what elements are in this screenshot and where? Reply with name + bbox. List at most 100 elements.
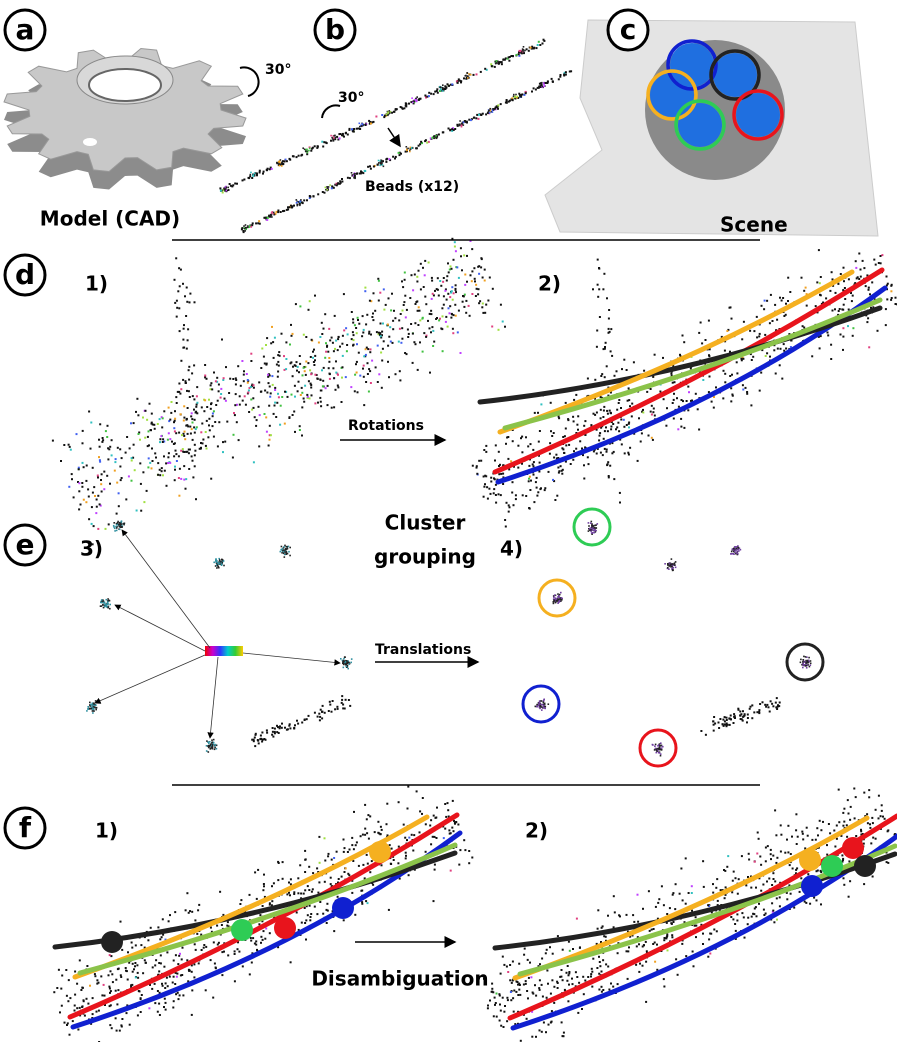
- cloud-point: [283, 551, 285, 553]
- cloud-point: [347, 668, 349, 670]
- cloud-point: [310, 387, 312, 389]
- cloud-point: [218, 567, 220, 569]
- cloud-point: [208, 418, 210, 420]
- cloud-point: [620, 419, 622, 421]
- cloud-point: [92, 1013, 94, 1015]
- cloud-point: [88, 496, 90, 498]
- cloud-point: [806, 656, 808, 658]
- cloud-point: [314, 374, 316, 376]
- cloud-point: [506, 502, 508, 504]
- cloud-point: [454, 246, 456, 248]
- cloud-point: [186, 419, 188, 421]
- cloud-point: [131, 947, 133, 949]
- cloud-point: [294, 724, 296, 726]
- cloud-point: [67, 1000, 69, 1002]
- cloud-point: [610, 350, 612, 352]
- cloud-point: [642, 409, 644, 411]
- cloud-point: [325, 187, 327, 189]
- cloud-point: [185, 382, 187, 384]
- cloud-point: [552, 80, 554, 82]
- cloud-point: [91, 523, 93, 525]
- cloud-point: [196, 386, 198, 388]
- curve-group: [495, 816, 897, 1028]
- cloud-point: [847, 799, 849, 801]
- cloud-point: [110, 970, 112, 972]
- cloud-point: [82, 442, 84, 444]
- cloud-point: [575, 448, 577, 450]
- cloud-point: [398, 152, 400, 154]
- cloud-point: [511, 982, 513, 984]
- cloud-point: [672, 569, 674, 571]
- cloud-point: [381, 114, 383, 116]
- cloud-point: [301, 201, 303, 203]
- cloud-point: [672, 567, 674, 569]
- cloud-point: [733, 713, 735, 715]
- cloud-point: [202, 442, 204, 444]
- cloud-point: [293, 155, 295, 157]
- cloud-point: [598, 288, 600, 290]
- cloud-point: [335, 137, 337, 139]
- cloud-point: [648, 890, 650, 892]
- cloud-point: [338, 133, 340, 135]
- cloud-point: [343, 667, 345, 669]
- cloud-point: [482, 303, 484, 305]
- cloud-point: [276, 364, 278, 366]
- cloud-point: [299, 355, 301, 357]
- cloud-point: [672, 402, 674, 404]
- cloud-point: [326, 909, 328, 911]
- cloud-point: [312, 888, 314, 890]
- cloud-point: [271, 900, 273, 902]
- cloud-point: [196, 933, 198, 935]
- cloud-point: [523, 94, 525, 96]
- cloud-point: [649, 930, 651, 932]
- cloud-point: [515, 494, 517, 496]
- cloud-point: [286, 729, 288, 731]
- cloud-point: [442, 315, 444, 317]
- cloud-point: [174, 983, 176, 985]
- cloud-point: [503, 1011, 505, 1013]
- cloud-point: [258, 445, 260, 447]
- cloud-point: [751, 704, 753, 706]
- cloud-point: [494, 66, 496, 68]
- cloud-point: [447, 293, 449, 295]
- cloud-point: [167, 456, 169, 458]
- cloud-point: [160, 962, 162, 964]
- cloud-point: [108, 448, 110, 450]
- cloud-point: [458, 277, 460, 279]
- cloud-point: [284, 556, 286, 558]
- cloud-point: [539, 430, 541, 432]
- cloud-point: [543, 706, 545, 708]
- cloud-point: [236, 183, 238, 185]
- cloud-point: [297, 390, 299, 392]
- cloud-point: [261, 741, 263, 743]
- cloud-point: [733, 871, 735, 873]
- cloud-point: [863, 267, 865, 269]
- cloud-point: [852, 327, 854, 329]
- cloud-point: [495, 1002, 497, 1004]
- cloud-point: [408, 333, 410, 335]
- cloud-point: [308, 150, 310, 152]
- cloud-point: [780, 834, 782, 836]
- cloud-point: [451, 286, 453, 288]
- cloud-point: [536, 477, 538, 479]
- cloud-point: [370, 382, 372, 384]
- cloud-point: [464, 121, 466, 123]
- cloud-point: [765, 860, 767, 862]
- cloud-point: [182, 283, 184, 285]
- cloud-point: [493, 1015, 495, 1017]
- cloud-point: [551, 78, 553, 80]
- cloud-point: [283, 355, 285, 357]
- cloud-point: [429, 327, 431, 329]
- cloud-point: [273, 413, 275, 415]
- cloud-point: [587, 378, 589, 380]
- cloud-point: [524, 50, 526, 52]
- cloud-point: [816, 827, 818, 829]
- cloud-point: [234, 980, 236, 982]
- cloud-point: [373, 166, 375, 168]
- cloud-point: [737, 553, 739, 555]
- cloud-point: [271, 168, 273, 170]
- cloud-point: [78, 468, 80, 470]
- cloud-point: [643, 370, 645, 372]
- panel-letter: c: [620, 13, 637, 46]
- cloud-point: [305, 336, 307, 338]
